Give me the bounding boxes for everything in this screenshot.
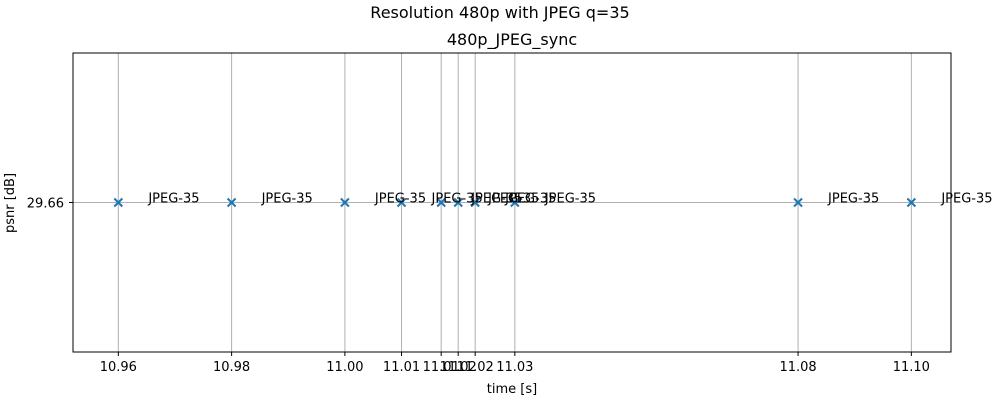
data-point — [793, 197, 803, 208]
chart-title: 480p_JPEG_sync — [447, 30, 577, 50]
y-axis-label: psnr [dB] — [3, 173, 18, 233]
data-point — [470, 197, 480, 208]
data-point — [906, 197, 917, 208]
data-point — [396, 197, 407, 208]
point-annotation: JPEG-35 — [940, 192, 992, 207]
data-point — [113, 197, 124, 208]
data-point — [436, 197, 446, 208]
point-annotation: JPEG-35 — [261, 192, 313, 207]
y-tick-label: 29.66 — [27, 197, 64, 212]
point-annotation: JPEG-35 — [147, 192, 199, 207]
x-tick-label: 11.02 — [440, 360, 477, 375]
x-tick-label: 11.01 — [423, 360, 460, 375]
data-point — [340, 197, 350, 208]
chart-suptitle: Resolution 480p with JPEG q=35 — [370, 3, 629, 22]
plot-area — [72, 52, 952, 353]
x-tick-label: 11.01 — [383, 360, 420, 375]
x-tick-label: 11.02 — [457, 360, 494, 375]
point-annotation: JPEG-35 — [487, 192, 539, 207]
x-tick-label: 11.10 — [893, 360, 930, 375]
point-annotation: JPEG-35 — [504, 192, 556, 207]
x-tick-label: 11.00 — [326, 360, 363, 375]
data-point — [453, 197, 463, 208]
data-point — [510, 197, 520, 208]
x-tick-label: 11.08 — [779, 360, 816, 375]
point-annotation: JPEG-35 — [827, 192, 879, 207]
point-annotation: JPEG-35 — [544, 192, 596, 207]
point-annotation: JPEG-35 — [431, 192, 483, 207]
data-point — [226, 197, 237, 208]
point-annotation: JPEG-35 — [470, 192, 522, 207]
x-tick-label: 11.03 — [496, 360, 533, 375]
annotations-layer: JPEG-35 JPEG-35 JPEG-35 JPEG-35JPEG-35JPEG-… — [147, 192, 992, 207]
x-axis-label: time [s] — [487, 382, 537, 397]
point-annotation: JPEG-35 — [374, 192, 426, 207]
points-layer — [113, 197, 917, 208]
x-tick-label: 10.96 — [100, 360, 137, 375]
x-tick-label: 10.98 — [213, 360, 250, 375]
